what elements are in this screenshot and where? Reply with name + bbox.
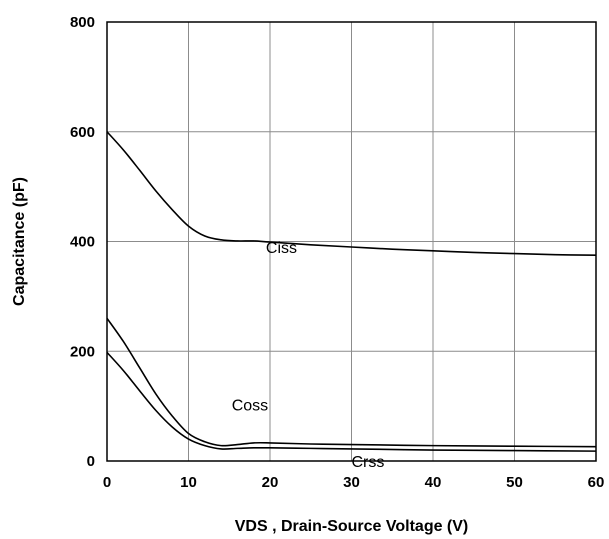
x-tick-label: 20 [262, 474, 279, 491]
x-tick-labels: 0 10 20 30 40 50 60 [103, 474, 605, 491]
y-tick-label: 600 [70, 124, 95, 141]
y-tick-label: 0 [87, 453, 95, 470]
x-tick-label: 10 [180, 474, 197, 491]
series-labels: Ciss Coss Crss [232, 240, 385, 471]
y-tick-label: 400 [70, 234, 95, 251]
x-axis-title: VDS , Drain-Source Voltage (V) [235, 518, 469, 535]
y-axis-title: Capacitance (pF) [11, 177, 28, 306]
series-label-ciss: Ciss [266, 240, 297, 257]
x-tick-label: 30 [343, 474, 360, 491]
y-tick-label: 800 [70, 14, 95, 31]
series-line-ciss [106, 131, 597, 257]
series-label-coss: Coss [232, 397, 268, 414]
plot-frame [106, 21, 597, 462]
series-lines [106, 131, 597, 452]
x-tick-label: 0 [103, 474, 111, 491]
series-line-coss [106, 317, 597, 448]
x-tick-label: 40 [425, 474, 442, 491]
series-line-crss [106, 351, 597, 452]
y-tick-labels: 0 200 400 600 800 [70, 14, 95, 470]
y-tick-label: 200 [70, 343, 95, 360]
series-label-crss: Crss [352, 454, 385, 471]
x-tick-label: 50 [506, 474, 523, 491]
x-tick-label: 60 [588, 474, 605, 491]
